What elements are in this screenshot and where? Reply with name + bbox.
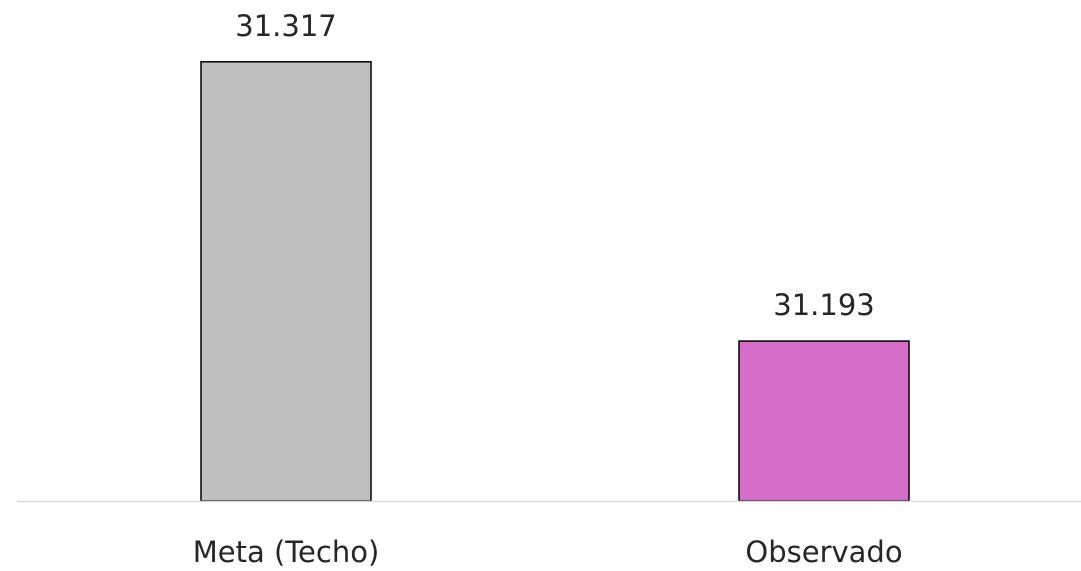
value-label: 31.193 [773, 288, 874, 322]
value-label: 31.317 [235, 9, 336, 43]
x-tick-label: Meta (Techo) [193, 535, 380, 569]
bar [200, 61, 372, 502]
x-tick-label: Observado [745, 535, 902, 569]
bar [738, 340, 910, 502]
